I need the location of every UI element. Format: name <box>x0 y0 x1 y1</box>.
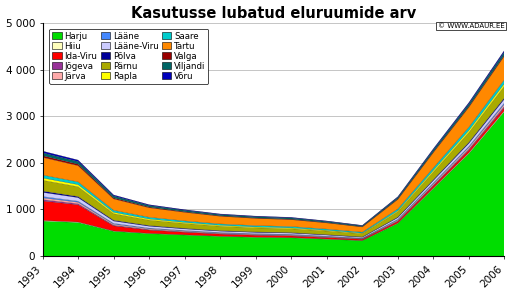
Title: Kasutusse lubatud eluruumide arv: Kasutusse lubatud eluruumide arv <box>131 6 415 21</box>
Legend: Harju, Hiiu, Ida-Viru, Jõgeva, Järva, Lääne, Lääne-Viru, Põlva, Pärnu, Rapla, Sa: Harju, Hiiu, Ida-Viru, Jõgeva, Järva, Lä… <box>49 29 208 84</box>
Text: © WWW.ADAUR.EE: © WWW.ADAUR.EE <box>437 23 503 29</box>
